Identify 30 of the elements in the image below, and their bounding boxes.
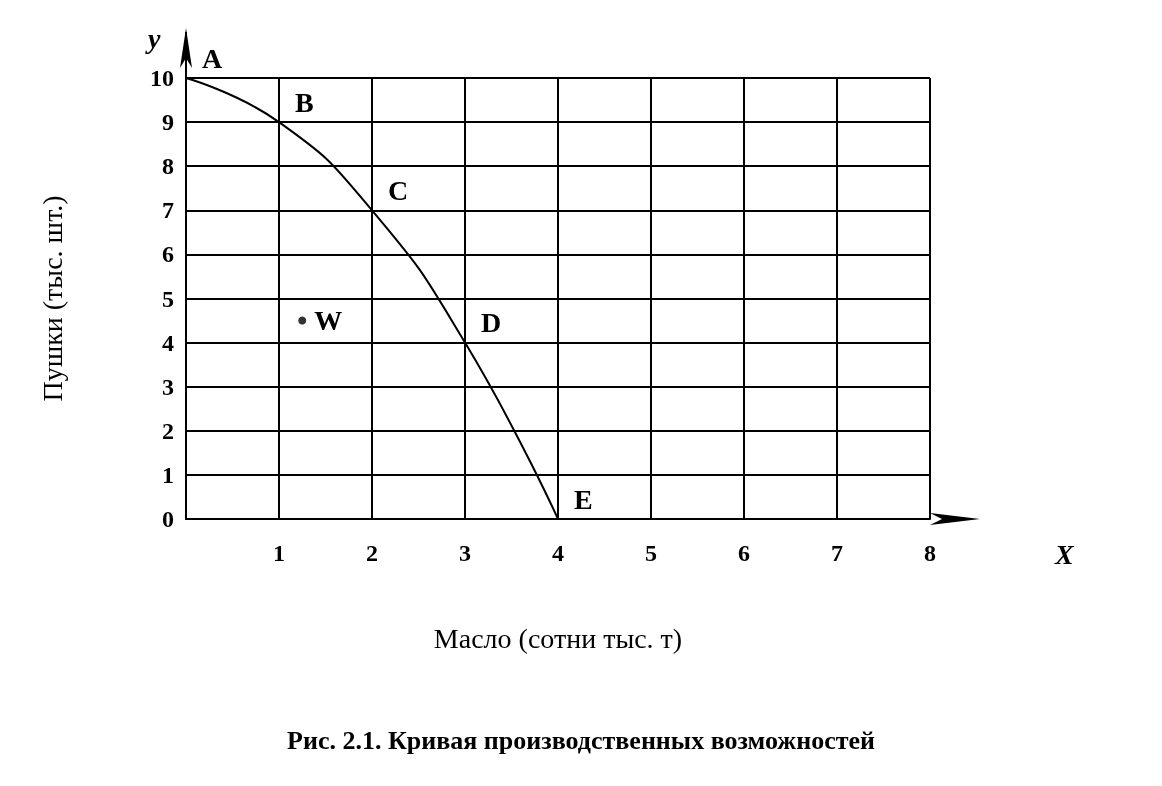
y-tick-label: 6 <box>162 241 174 268</box>
text: X <box>1054 538 1075 570</box>
y-tick-label: 2 <box>162 417 174 444</box>
text: y <box>145 22 161 54</box>
y-tick-label: 1 <box>162 461 174 488</box>
y-tick-label: 5 <box>162 285 174 312</box>
x-tick-label: 7 <box>831 540 843 566</box>
y-tick-label: 3 <box>162 373 174 400</box>
x-axis-title: Масло (сотни тыс. т) <box>433 622 683 654</box>
annotation: B <box>295 86 314 118</box>
y-tick-label: 10 <box>150 65 174 91</box>
x-tick-label: 3 <box>459 540 471 566</box>
y-tick-label: 9 <box>162 109 174 136</box>
annotation: C <box>388 174 409 206</box>
x-tick-label: 6 <box>738 540 750 566</box>
x-tick-label: 2 <box>366 540 378 566</box>
x-tick-label: 8 <box>924 540 936 566</box>
y-tick-label: 8 <box>162 153 174 180</box>
annotation: E <box>574 483 593 515</box>
annotation: D <box>481 307 502 339</box>
text: Рис. 2.1. Кривая производственных возможностей <box>287 725 875 755</box>
y-tick-label: 7 <box>162 197 174 224</box>
annotation: A <box>202 42 223 74</box>
y-axis-title: Пушки (тыс. шт.) <box>36 195 68 402</box>
x-tick-label: 4 <box>552 540 564 566</box>
y-tick-label: 4 <box>162 329 174 356</box>
y-tick-label: 0 <box>162 506 174 532</box>
x-tick-label: 1 <box>273 540 285 566</box>
annotation: W <box>314 305 343 337</box>
x-tick-label: 5 <box>645 540 657 566</box>
